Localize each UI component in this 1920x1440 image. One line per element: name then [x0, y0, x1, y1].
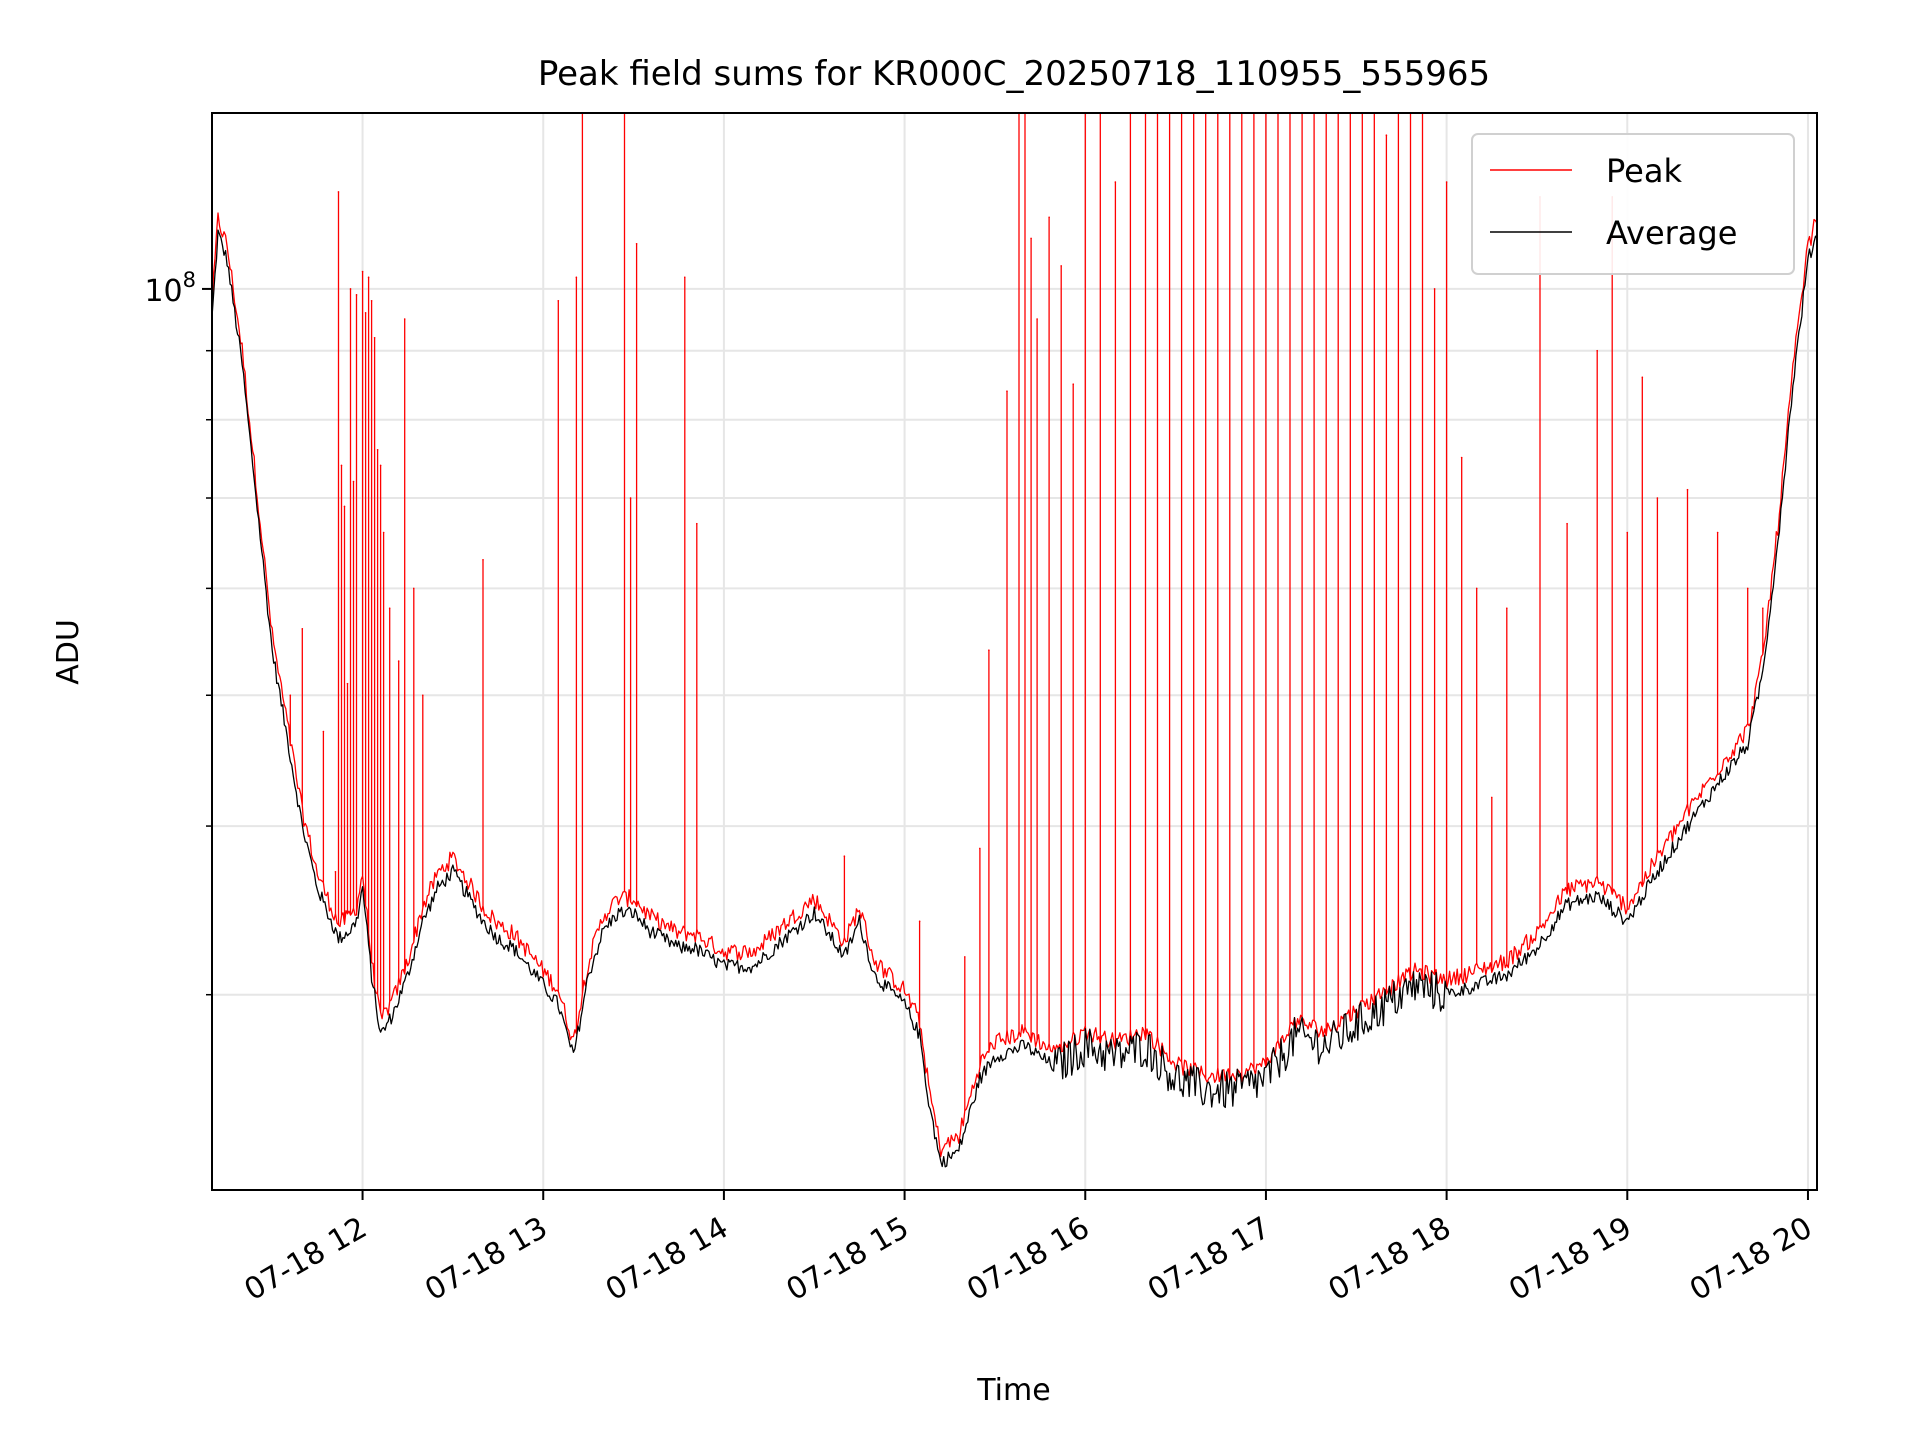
peak-spike-point [1433, 288, 1436, 290]
peak-spike-point [355, 294, 358, 296]
peak-spike-point [289, 694, 292, 697]
peak-spike-point [1641, 376, 1644, 379]
peak-spike-point [1626, 531, 1629, 534]
peak-spike-point [322, 730, 325, 733]
peak-spike-point [1566, 522, 1568, 525]
peak-spike-point [1036, 318, 1038, 320]
peak-spike-point [1048, 216, 1050, 219]
legend-label-peak: Peak [1606, 152, 1682, 190]
peak-spike-point [349, 288, 352, 290]
peak-spike-point [343, 505, 346, 508]
y-tick-label: 108 [144, 268, 196, 309]
peak-spike-point [843, 855, 846, 857]
peak-spike-point [334, 870, 337, 873]
peak-spike-point [575, 276, 578, 279]
peak-spike-point [1490, 796, 1493, 799]
peak-spike-point [346, 682, 349, 685]
peak-spike-point [1716, 531, 1719, 534]
legend: Peak Average [1471, 133, 1795, 275]
grid [212, 113, 1817, 1190]
peak-spike-point [557, 299, 560, 302]
peak-spike-point [370, 299, 373, 302]
peak-spike-point [629, 497, 632, 499]
peak-spike-point [1686, 488, 1689, 491]
peak-spike-point [918, 920, 921, 923]
peak-spike-point [376, 449, 379, 451]
peak-spike-point [1761, 607, 1764, 610]
peak-spike-point [301, 628, 304, 630]
peak-spike-point [421, 694, 424, 697]
peak-spike-point [367, 276, 370, 279]
peak-spike-point [1072, 383, 1075, 385]
peak-spike-point [635, 243, 638, 245]
y-axis: 108 [144, 268, 212, 996]
peak-spike-point [364, 312, 367, 314]
chart-title: Peak field sums for KR000C_20250718_1109… [538, 54, 1490, 94]
peak-spike-point [1475, 587, 1478, 590]
peak-spike-point [379, 464, 382, 467]
peak-spike-point [1746, 587, 1749, 590]
peak-spike-point [988, 649, 990, 651]
peak-spike-point [397, 660, 400, 662]
peak-spike-point [373, 337, 376, 339]
peak-spike-point [482, 558, 484, 561]
peak-spike-point [1445, 181, 1448, 183]
y-axis-label: ADU [51, 619, 86, 685]
peak-spike-point [1385, 134, 1388, 136]
peak-spike-point [382, 531, 385, 534]
peak-spike-point [979, 847, 981, 850]
series-layer [212, 113, 1817, 1168]
peak-spike-point [403, 318, 406, 320]
peak-spike-point [352, 480, 355, 483]
legend-box [1471, 133, 1795, 275]
peak-spike-point [1006, 390, 1008, 392]
peak-spike-point [412, 587, 415, 590]
peak-spike-point [683, 276, 686, 279]
peak-spike-point [1506, 607, 1508, 610]
peak-spike-point [340, 464, 343, 467]
peak-spike-point [361, 270, 364, 273]
series-average-line [212, 229, 1817, 1168]
peak-spike-point [1596, 349, 1598, 352]
peak-spike-point [1030, 237, 1032, 240]
peak-spike-point [964, 956, 966, 958]
peak-spike-point [388, 607, 391, 610]
peak-spike-point [696, 522, 698, 525]
peak-spike-point [337, 191, 340, 193]
peak-spike-point [1656, 497, 1659, 499]
x-axis-label: Time [976, 1373, 1050, 1408]
peak-spike-point [1114, 181, 1117, 183]
series-peak-line [212, 113, 1817, 1158]
legend-label-average: Average [1606, 214, 1737, 252]
peak-spike-point [1060, 265, 1062, 267]
plot-frame [211, 112, 1818, 1191]
peak-spike-point [1460, 456, 1463, 459]
